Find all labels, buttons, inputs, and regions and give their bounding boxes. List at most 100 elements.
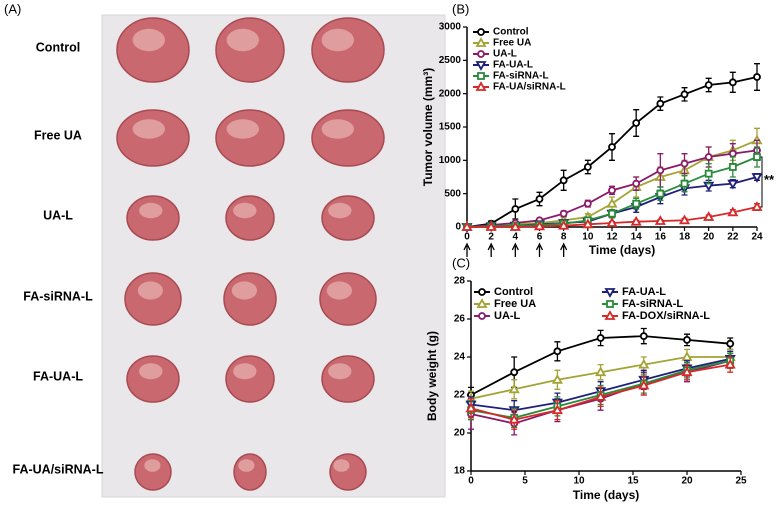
data-point [751, 173, 763, 183]
x-axis-label: Time (days) [589, 243, 655, 257]
legend-marker [477, 72, 485, 80]
y-tick-label: 20 [454, 428, 466, 439]
data-point [727, 206, 739, 217]
group-label: Free UA [34, 128, 82, 142]
tumor-highlight [233, 202, 257, 219]
x-axis-label: Time (days) [573, 488, 639, 502]
tumor [311, 109, 385, 167]
y-tick-label: 26 [454, 314, 466, 325]
data-point [632, 179, 641, 188]
x-tick-label: 10 [573, 476, 585, 487]
data-point [485, 221, 497, 231]
panel-label: (B) [452, 1, 469, 16]
data-point [681, 366, 693, 377]
tumor-highlight [226, 28, 259, 52]
data-point [553, 347, 562, 356]
x-tick-label: 5 [522, 476, 528, 487]
y-tick-label: 28 [454, 276, 466, 287]
legend-marker [604, 288, 616, 298]
tumor-highlight [132, 28, 165, 52]
data-point [509, 221, 521, 231]
data-point [630, 215, 642, 226]
x-tick-label: 14 [631, 232, 643, 243]
data-point [639, 332, 648, 341]
data-point [595, 366, 607, 377]
y-tick-label: 18 [454, 466, 466, 477]
x-tick-label: 0 [468, 476, 474, 487]
group-label: FA-UA/siRNA-L [13, 462, 104, 476]
data-point [751, 201, 763, 211]
legend-marker [475, 81, 487, 91]
data-point [724, 358, 736, 369]
group-label: UA-L [43, 208, 73, 222]
photo-background [102, 15, 445, 497]
tumor [223, 272, 277, 326]
injection-arrow [560, 242, 568, 257]
legend-label: Control [493, 27, 529, 38]
data-point [704, 153, 713, 161]
y-axis-label: Tumor volume (mm³) [421, 68, 435, 186]
data-point [632, 199, 641, 208]
data-point [582, 218, 594, 229]
x-tick-label: 22 [727, 232, 739, 243]
data-point [681, 351, 693, 361]
photo [101, 14, 446, 498]
legend-marker [604, 310, 616, 320]
y-tick-label: 1000 [439, 155, 462, 166]
panel-label: (C) [452, 255, 470, 270]
panel-label: (A) [4, 1, 21, 16]
data-point [727, 179, 739, 190]
tumor [225, 195, 275, 241]
legend-label: FA-siRNA-L [622, 298, 683, 310]
data-point [559, 209, 568, 218]
x-tick-label: 15 [627, 476, 639, 487]
data-point [683, 335, 691, 344]
data-point [728, 149, 737, 158]
x-tick-label: 18 [679, 232, 691, 243]
data-point [726, 339, 735, 348]
data-point [632, 119, 641, 127]
data-point [596, 334, 605, 342]
tumor [225, 355, 275, 403]
data-point [559, 176, 568, 185]
tumor [319, 272, 377, 326]
tumor [321, 195, 375, 241]
legend-label: UA-L [493, 49, 517, 60]
legend-marker [476, 298, 488, 308]
y-tick-label: 22 [454, 390, 466, 401]
tumor-highlight [321, 119, 354, 139]
legend-label: Control [494, 286, 533, 298]
data-point [508, 383, 520, 394]
x-tick-label: 20 [703, 232, 715, 243]
x-tick-label: 0 [464, 232, 470, 243]
legend-label: FA-UA-L [622, 286, 666, 298]
data-point [656, 189, 665, 198]
significance-bracket [758, 156, 763, 208]
data-point [508, 413, 520, 424]
x-tick-label: 16 [655, 232, 667, 243]
data-point [595, 391, 607, 401]
x-tick-label: 6 [537, 232, 543, 243]
injection-arrow [511, 242, 519, 257]
x-tick-label: 20 [681, 476, 693, 487]
legend-label: FA-UA-L [493, 60, 533, 71]
data-point [728, 163, 737, 171]
data-point [638, 379, 650, 390]
legend-marker [478, 312, 486, 320]
legend-label: UA-L [494, 310, 521, 322]
legend-marker [478, 288, 486, 296]
group-label: FA-siRNA-L [23, 289, 93, 303]
tumor-highlight [231, 281, 257, 300]
y-tick-label: 500 [444, 188, 461, 199]
data-point [608, 143, 616, 151]
data-point [583, 163, 592, 171]
injection-arrow [463, 242, 471, 257]
data-point [654, 215, 666, 225]
legend-label: FA-siRNA-L [493, 71, 549, 82]
data-point [533, 220, 546, 231]
y-tick-label: 2000 [439, 88, 462, 99]
tumor-highlight [132, 119, 165, 139]
tumor [233, 453, 267, 491]
data-point [753, 153, 761, 161]
